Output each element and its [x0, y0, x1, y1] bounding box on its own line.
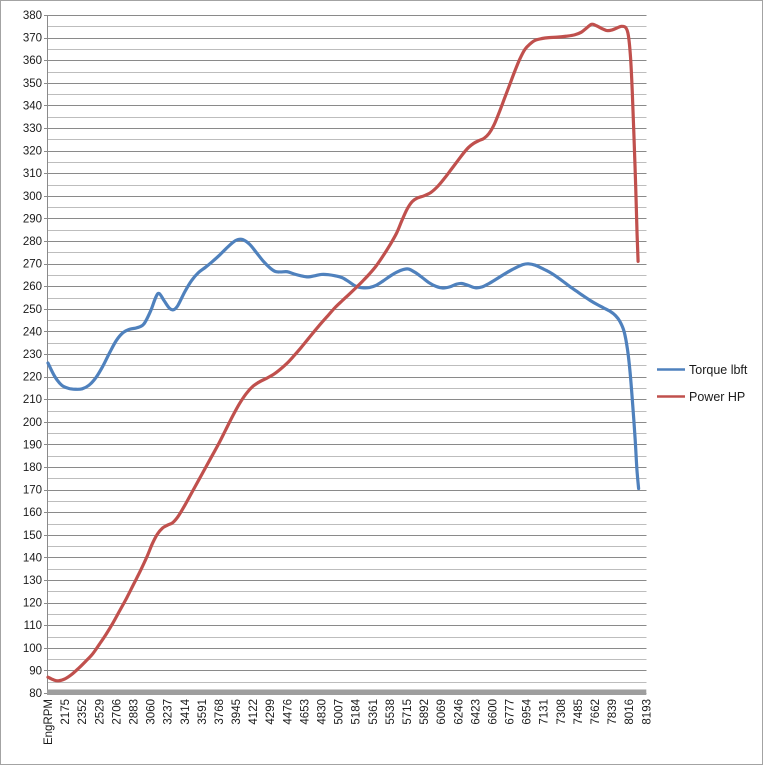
- y-axis-label: 170: [23, 485, 42, 497]
- legend[interactable]: Torque lbft Power HP: [657, 363, 748, 404]
- y-axis-label: 190: [23, 439, 42, 451]
- y-axis-label: 200: [23, 417, 42, 429]
- gridlines: [48, 15, 647, 694]
- x-axis-label: 4476: [282, 699, 294, 725]
- torque-series-line[interactable]: [46, 237, 641, 491]
- x-axis-label: 5715: [402, 699, 414, 725]
- x-axis-label: 6777: [505, 699, 517, 725]
- y-axis-label: 300: [23, 191, 42, 203]
- power-series-line[interactable]: [46, 22, 640, 683]
- y-axis-label: 100: [23, 643, 42, 655]
- x-axis-labels: EngRPM 2175 2352 2529 2706 2883 3060 3237 3414 35…: [43, 698, 653, 745]
- x-axis-label: 6600: [487, 699, 499, 725]
- y-axis-label: 220: [23, 372, 42, 384]
- y-axis-labels: 380 370 360 350 340 330 320 310 300 290 280 270 260 2…: [23, 10, 42, 700]
- x-axis-label: 7131: [539, 699, 551, 725]
- y-axis-label: 210: [23, 394, 42, 406]
- x-axis-label: 5361: [368, 699, 380, 725]
- y-axis-label: 310: [23, 168, 42, 180]
- y-axis-label: 130: [23, 575, 42, 587]
- x-axis-label: 2529: [94, 699, 106, 725]
- x-axis-label: 4299: [265, 699, 277, 725]
- y-axis-label: 380: [23, 10, 42, 22]
- y-axis-label: 320: [23, 146, 42, 158]
- x-axis-label: 3591: [197, 699, 209, 725]
- y-axis-label: 180: [23, 462, 42, 474]
- x-axis-label: 6246: [453, 699, 465, 725]
- y-axis-label: 160: [23, 507, 42, 519]
- y-axis-label: 360: [23, 55, 42, 67]
- x-axis-label: 2175: [60, 699, 72, 725]
- x-axis-label: 4830: [317, 699, 329, 725]
- y-axis-label: 350: [23, 78, 42, 90]
- y-axis-label: 80: [29, 688, 42, 700]
- x-axis-label: 3945: [231, 699, 243, 725]
- y-axis-label: 340: [23, 100, 42, 112]
- x-axis-label: 3414: [180, 698, 192, 724]
- y-axis-label: 150: [23, 530, 42, 542]
- y-axis-label: 140: [23, 552, 42, 564]
- x-axis-label: 6423: [470, 699, 482, 725]
- y-axis-label: 260: [23, 281, 42, 293]
- x-axis-label: 2706: [111, 699, 123, 725]
- x-axis-label: 3237: [163, 699, 175, 725]
- legend-torque-label: Torque lbft: [689, 363, 748, 377]
- x-axis-label: 7662: [590, 699, 602, 725]
- y-axis-label: 330: [23, 123, 42, 135]
- x-axis-label: 7485: [573, 699, 585, 725]
- x-axis-label: 3060: [146, 699, 158, 725]
- y-axis-label: 280: [23, 236, 42, 248]
- y-axis-label: 90: [29, 665, 42, 677]
- x-axis-line: [47, 689, 647, 695]
- x-axis-label: 5892: [419, 699, 431, 725]
- x-axis-label: 4653: [299, 699, 311, 725]
- y-axis-label: 250: [23, 304, 42, 316]
- x-axis-label: 7308: [556, 699, 568, 725]
- x-axis-label: 6069: [436, 699, 448, 725]
- y-axis-label: 120: [23, 598, 42, 610]
- x-axis-label: 6954: [522, 698, 534, 724]
- y-axis-label: 230: [23, 349, 42, 361]
- legend-power-label: Power HP: [689, 390, 745, 404]
- x-axis-label: 8193: [641, 699, 653, 725]
- x-axis-label: 5538: [385, 699, 397, 725]
- x-axis-label: 5007: [334, 699, 346, 725]
- x-axis-label: 5184: [351, 698, 363, 724]
- x-axis-label: 7839: [607, 699, 619, 725]
- x-axis-label: 2352: [77, 699, 89, 725]
- y-axis-label: 270: [23, 259, 42, 271]
- y-axis-label: 290: [23, 213, 42, 225]
- y-axis-label: 240: [23, 326, 42, 338]
- y-axis-label: 370: [23, 33, 42, 45]
- y-axis-label: 110: [24, 620, 42, 632]
- x-axis-label: 2883: [128, 699, 140, 725]
- x-axis-label: 3768: [214, 699, 226, 725]
- x-axis-label: EngRPM: [43, 699, 55, 745]
- x-axis-label: 8016: [624, 699, 636, 725]
- x-axis-label: 4122: [248, 699, 260, 725]
